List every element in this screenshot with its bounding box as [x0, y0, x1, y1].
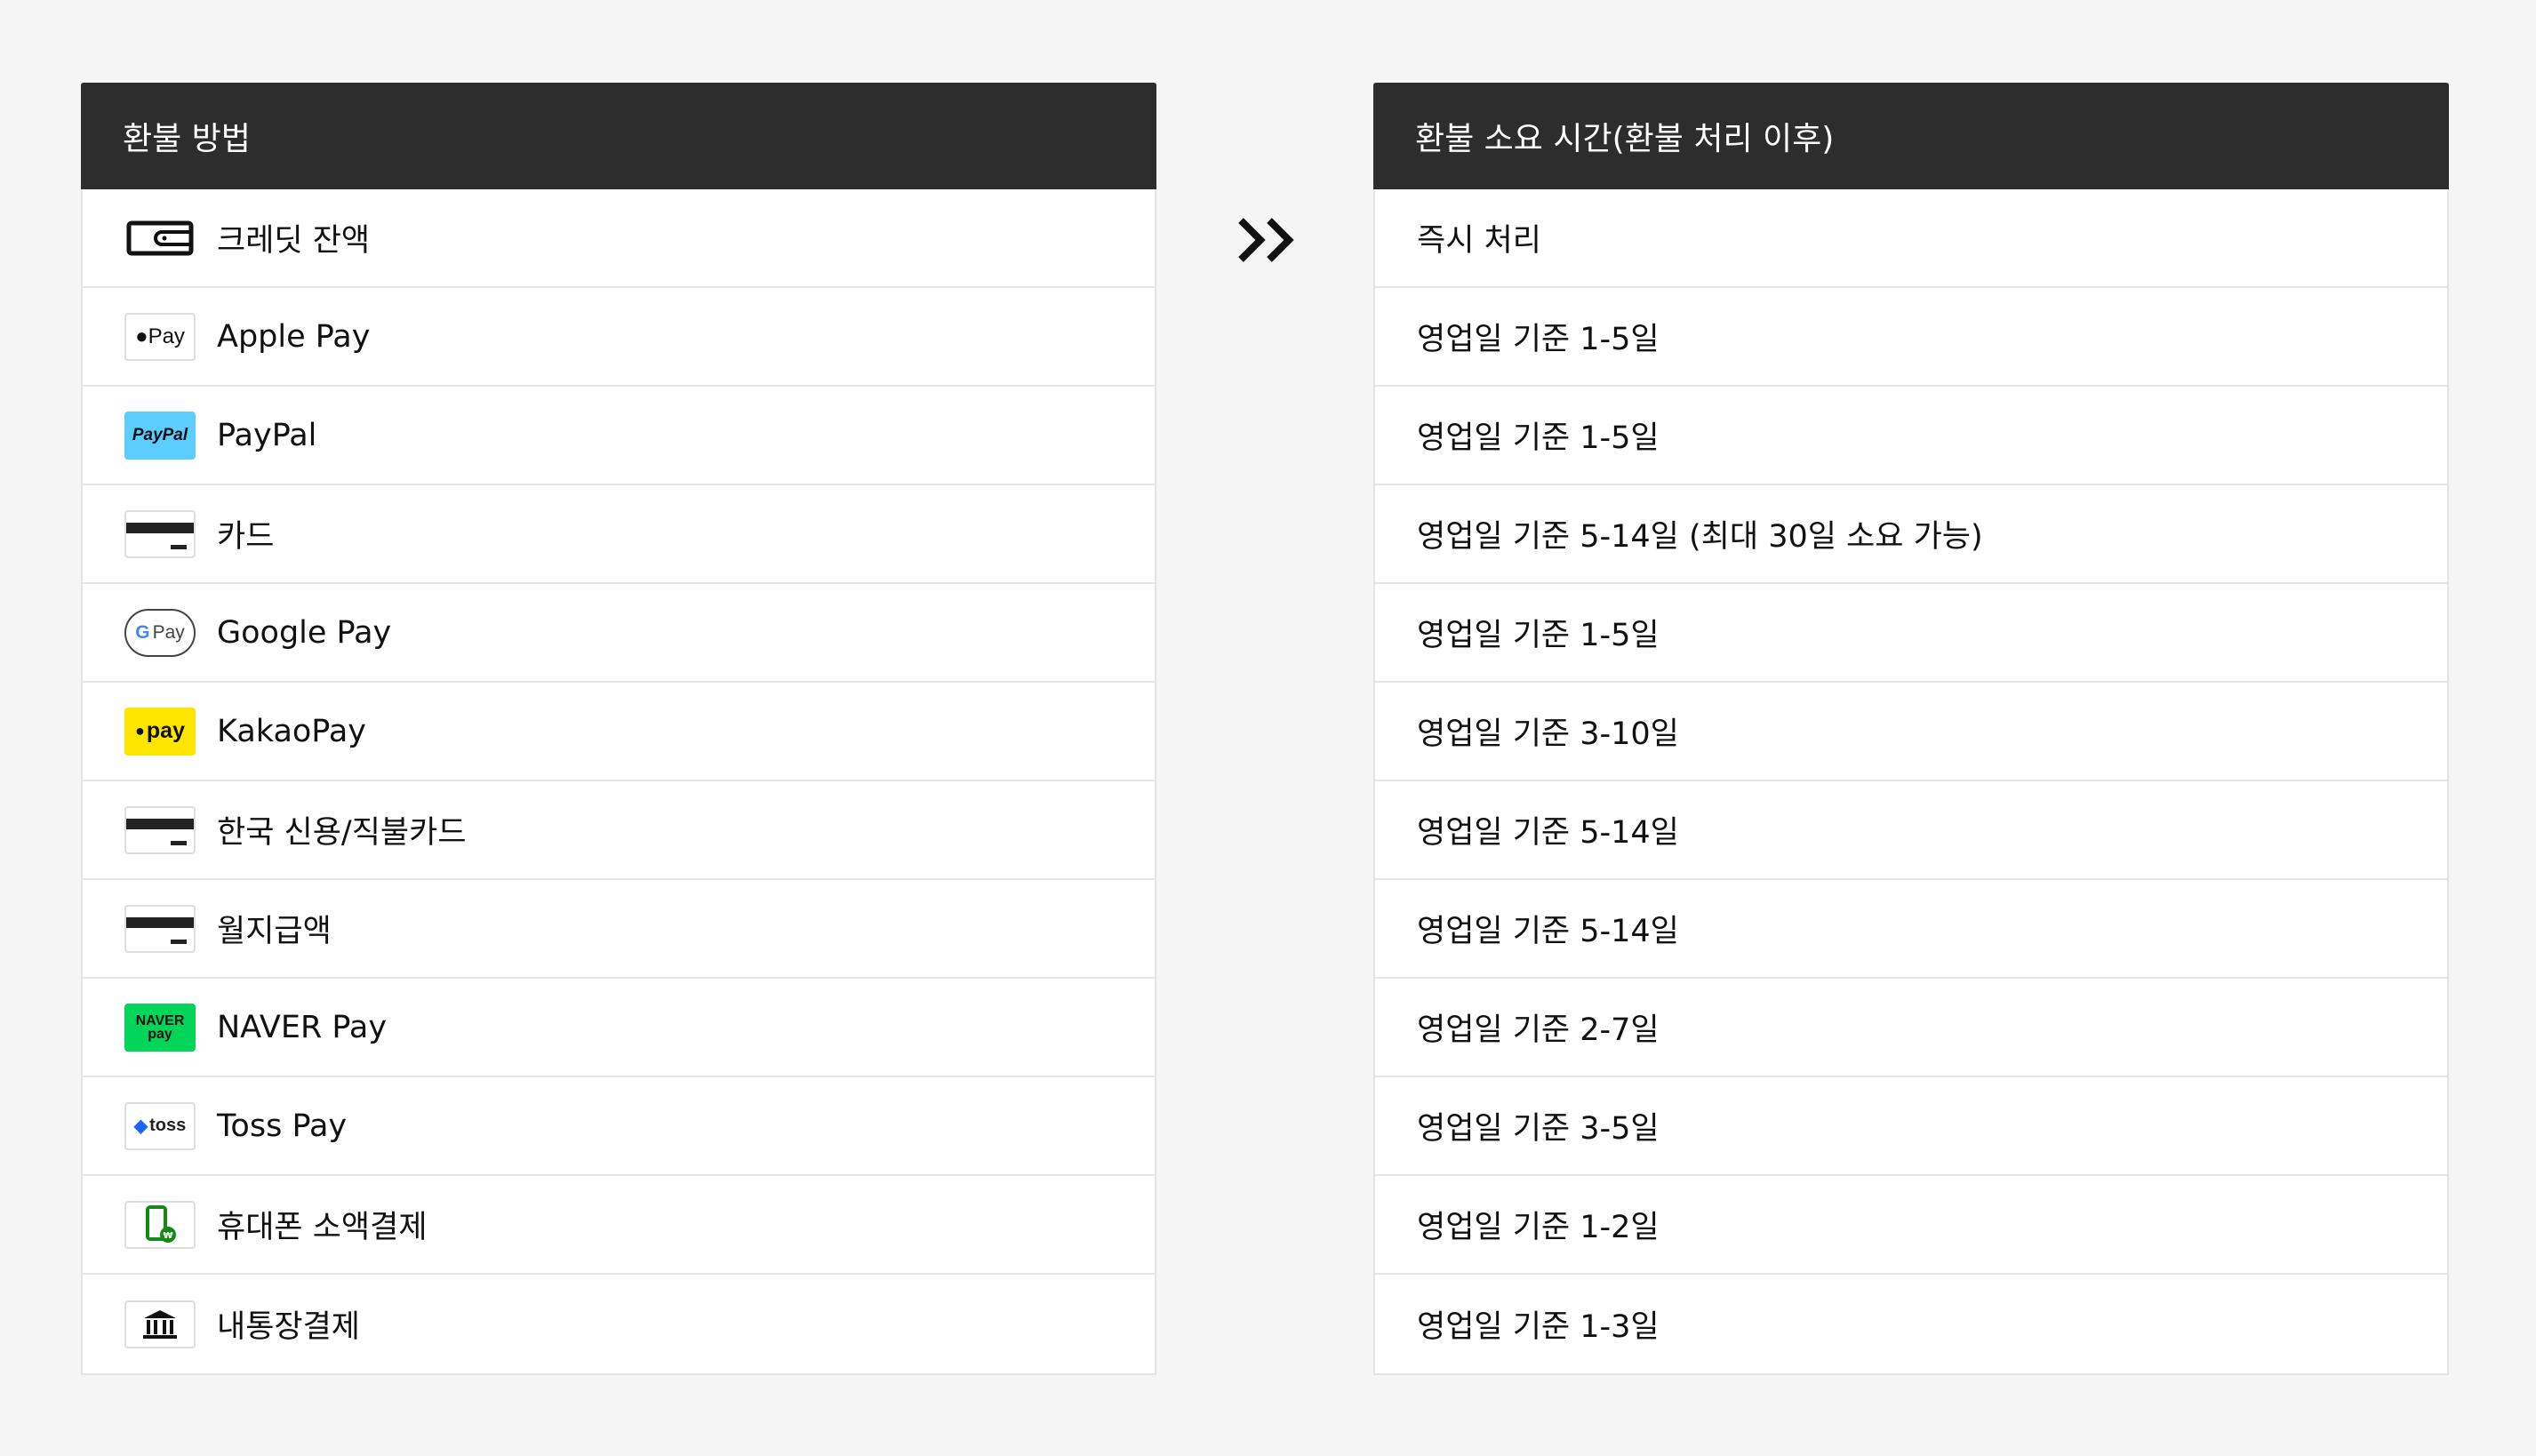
- table-row: 영업일 기준 5-14일: [1375, 880, 2447, 979]
- table-row: 영업일 기준 2-7일: [1375, 979, 2447, 1077]
- table-row: ₩ 휴대폰 소액결제: [83, 1176, 1155, 1275]
- refund-time-label: 영업일 기준 1-3일: [1417, 1309, 1660, 1345]
- kakaopay-icon: ● pay: [124, 707, 196, 756]
- method-label: 카드: [217, 519, 275, 555]
- card-icon: [124, 509, 196, 558]
- table-row: PayPal PayPal: [83, 387, 1155, 485]
- mobile-payment-icon: ₩: [124, 1200, 196, 1249]
- table-header: 환불 방법: [81, 83, 1156, 189]
- table-row: 즉시 처리: [1375, 189, 2447, 288]
- refund-time-label: 즉시 처리: [1417, 223, 1541, 259]
- table-row: 카드: [83, 485, 1155, 584]
- refund-time-label: 영업일 기준 1-2일: [1417, 1210, 1660, 1245]
- table-row: 영업일 기준 5-14일 (최대 30일 소요 가능): [1375, 485, 2447, 584]
- wallet-icon: [124, 214, 196, 262]
- refund-time-label: 영업일 기준 1-5일: [1417, 420, 1660, 456]
- refund-time-label: 영업일 기준 3-5일: [1417, 1111, 1660, 1147]
- refund-time-table: 환불 소요 시간(환불 처리 이후) 즉시 처리 영업일 기준 1-5일 영업일 기…: [1373, 83, 2449, 1375]
- table-row: 영업일 기준 1-5일: [1375, 288, 2447, 387]
- refund-time-label: 영업일 기준 2-7일: [1417, 1012, 1660, 1048]
- method-label: Apple Pay: [217, 318, 371, 355]
- paypal-icon: PayPal: [124, 411, 196, 460]
- table-row: 월지급액: [83, 880, 1155, 979]
- table-row: 영업일 기준 5-14일: [1375, 781, 2447, 880]
- apple-pay-icon: ● Pay: [124, 312, 196, 361]
- table-row: 영업일 기준 1-5일: [1375, 584, 2447, 683]
- method-label: 휴대폰 소액결제: [217, 1210, 428, 1245]
- table-row: ● pay KakaoPay: [83, 683, 1155, 781]
- table-row: 내통장결제: [83, 1275, 1155, 1373]
- table-row: ● Pay Apple Pay: [83, 288, 1155, 387]
- naver-pay-icon: NAVER pay: [124, 1003, 196, 1052]
- table-row: 영업일 기준 3-5일: [1375, 1077, 2447, 1176]
- refund-time-label: 영업일 기준 1-5일: [1417, 322, 1660, 357]
- svg-text:₩: ₩: [163, 1231, 172, 1241]
- method-label: NAVER Pay: [217, 1009, 388, 1045]
- card-icon: [124, 805, 196, 854]
- method-label: 크레딧 잔액: [217, 223, 371, 259]
- table-row: G Pay Google Pay: [83, 584, 1155, 683]
- table-row: 영업일 기준 1-3일: [1375, 1275, 2447, 1373]
- table-row: ◆ toss Toss Pay: [83, 1077, 1155, 1176]
- google-pay-icon: G Pay: [124, 608, 196, 657]
- method-label: 한국 신용/직불카드: [217, 815, 467, 851]
- method-label: PayPal: [217, 417, 317, 453]
- table-row: 영업일 기준 1-2일: [1375, 1176, 2447, 1275]
- refund-time-label: 영업일 기준 5-14일: [1417, 815, 1679, 851]
- method-label: Google Pay: [217, 614, 392, 651]
- method-label: KakaoPay: [217, 713, 366, 749]
- refund-time-label: 영업일 기준 5-14일 (최대 30일 소요 가능): [1417, 519, 1983, 555]
- refund-time-label: 영업일 기준 3-10일: [1417, 716, 1679, 752]
- table-row: 한국 신용/직불카드: [83, 781, 1155, 880]
- table-row: 영업일 기준 1-5일: [1375, 387, 2447, 485]
- refund-time-label: 영업일 기준 5-14일: [1417, 914, 1679, 949]
- toss-pay-icon: ◆ toss: [124, 1101, 196, 1150]
- method-label: 내통장결제: [217, 1309, 361, 1345]
- method-label: 월지급액: [217, 914, 332, 949]
- bank-icon: [124, 1300, 196, 1348]
- table-row: NAVER pay NAVER Pay: [83, 979, 1155, 1077]
- refund-time-label: 영업일 기준 1-5일: [1417, 618, 1660, 653]
- table-row: 영업일 기준 3-10일: [1375, 683, 2447, 781]
- method-label: Toss Pay: [217, 1108, 348, 1144]
- double-chevron-right-icon: [1238, 218, 1294, 262]
- card-icon: [124, 904, 196, 953]
- table-row: 크레딧 잔액: [83, 189, 1155, 288]
- table-header: 환불 소요 시간(환불 처리 이후): [1373, 83, 2449, 189]
- refund-method-table: 환불 방법 크레딧 잔액 ● Pay Apple Pay PayPal PayPa…: [81, 83, 1156, 1375]
